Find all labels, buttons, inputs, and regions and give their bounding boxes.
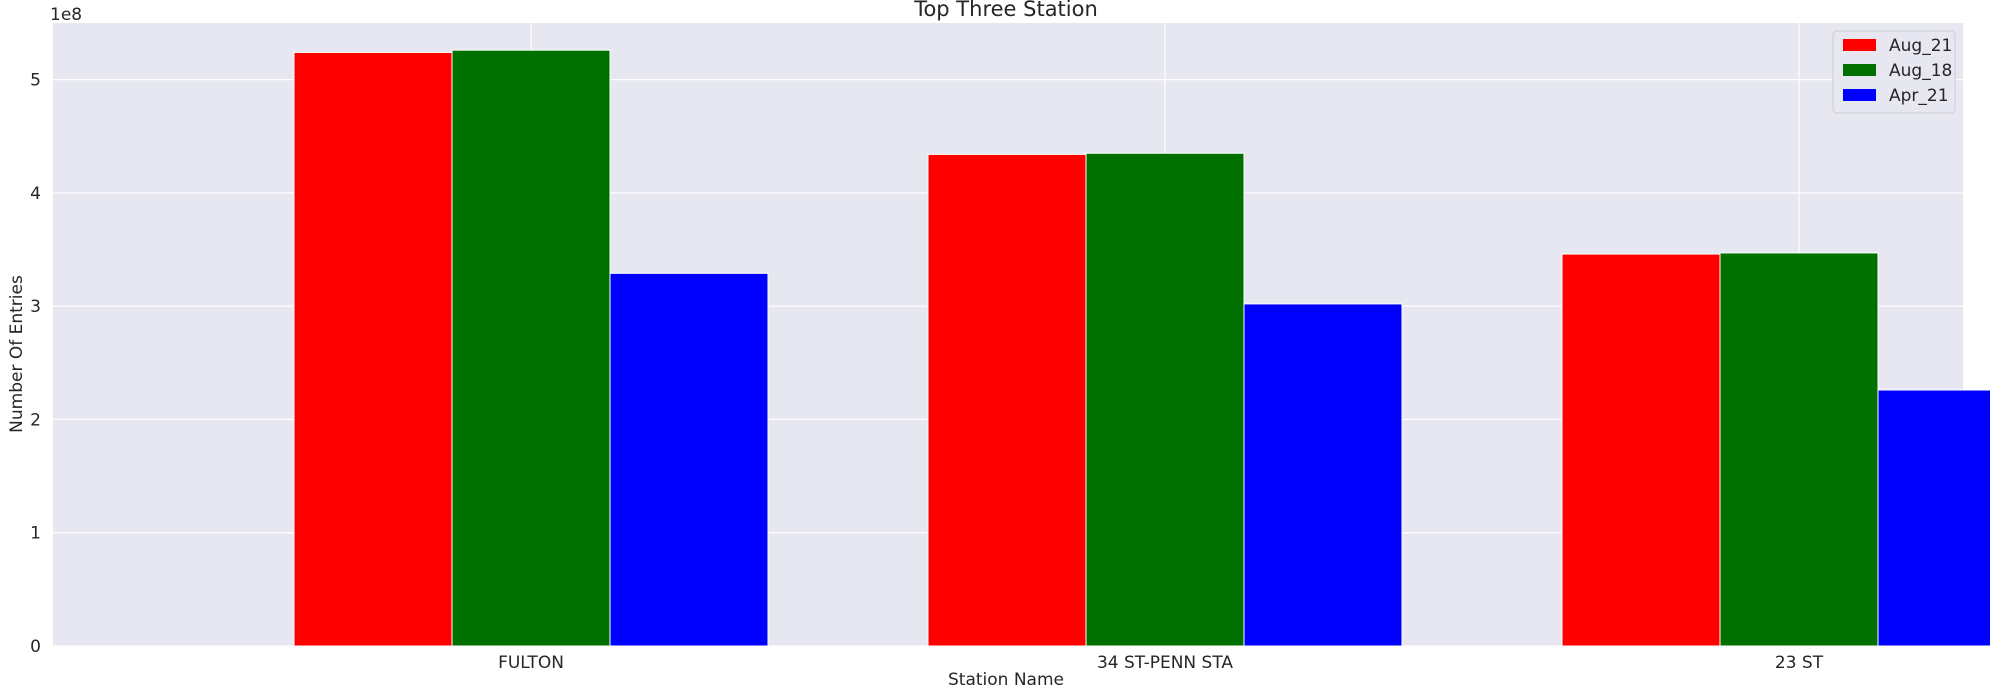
y-axis-ticks: 0 1 2 3 4 5: [30, 71, 41, 657]
bar-aug-21-1: [927, 153, 1087, 647]
y-tick-label: 0: [30, 637, 41, 657]
bar-aug-18-2: [1719, 252, 1879, 647]
legend-label: Aug_18: [1889, 61, 1952, 81]
bar-apr-21-2: [1877, 389, 1990, 647]
y-tick-label: 3: [30, 297, 41, 317]
x-tick-label: FULTON: [498, 653, 564, 673]
bar-aug-18-1: [1085, 152, 1245, 647]
legend-label: Apr_21: [1889, 86, 1949, 106]
bar-aug-18-0: [451, 49, 611, 647]
x-axis-ticks: FULTON 34 ST-PENN STA 23 ST: [498, 653, 1824, 673]
x-tick-label: 34 ST-PENN STA: [1097, 653, 1233, 673]
bar-apr-21-1: [1243, 303, 1403, 647]
y-tick-label: 4: [30, 184, 41, 204]
chart-title: Top Three Station: [913, 0, 1098, 21]
legend-swatch: [1843, 64, 1876, 76]
x-axis-label: Station Name: [948, 670, 1064, 690]
bar-aug-21-0: [293, 51, 453, 647]
bars: [293, 49, 1990, 647]
y-tick-label: 1: [30, 524, 41, 544]
y-tick-label: 2: [30, 410, 41, 430]
legend: Aug_21 Aug_18 Apr_21: [1832, 30, 1956, 114]
legend-swatch: [1843, 89, 1876, 101]
y-offset-text: 1e8: [50, 5, 82, 25]
legend-swatch: [1843, 39, 1876, 51]
bar-aug-21-2: [1561, 253, 1721, 647]
x-tick-label: 23 ST: [1775, 653, 1824, 673]
legend-label: Aug_21: [1889, 36, 1952, 56]
y-tick-label: 5: [30, 71, 41, 91]
y-axis-label: Number Of Entries: [7, 275, 27, 433]
bar-apr-21-0: [609, 272, 769, 647]
